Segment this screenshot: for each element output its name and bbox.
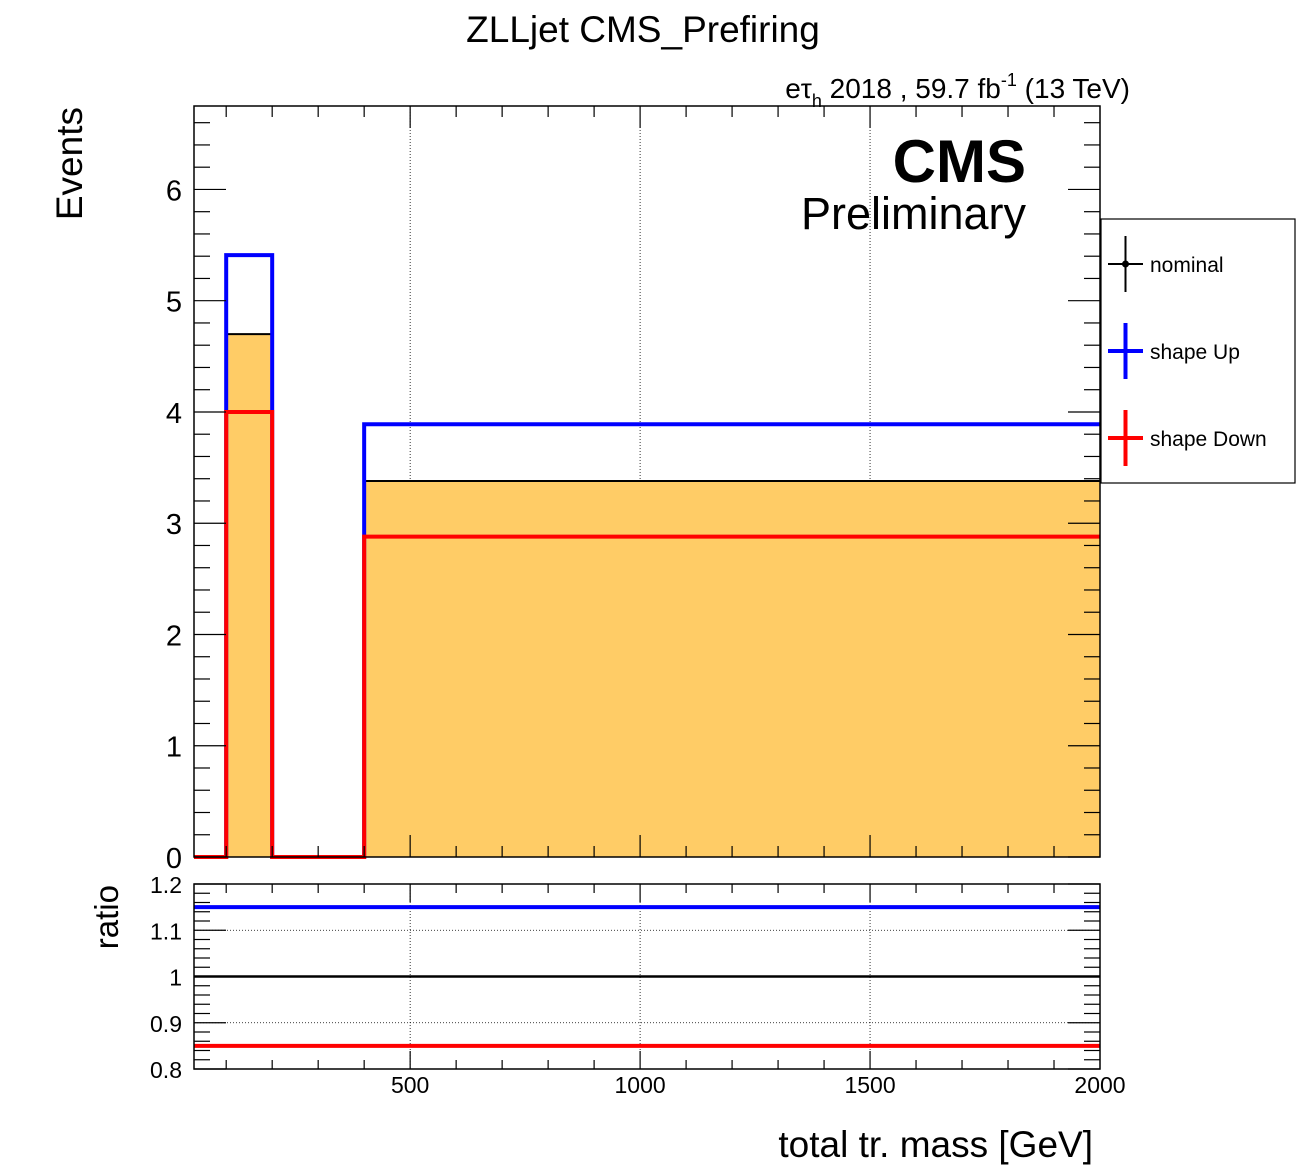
- ratio-ticks: [194, 883, 1100, 1070]
- lumi-sub: h: [812, 91, 822, 111]
- ratio-y-tick-label: 0.8: [150, 1057, 182, 1083]
- legend-entry-nominal: nominal: [1108, 236, 1224, 292]
- lumi-rest: 2018 , 59.7 fb: [822, 73, 1001, 104]
- y-tick-label: 5: [166, 287, 182, 319]
- ratio-y-tick-label: 1.1: [150, 918, 182, 944]
- y-tick-label: 6: [166, 175, 182, 207]
- chart-title: ZLLjet CMS_Prefiring: [466, 9, 820, 50]
- ratio-panel: 0.8 0.9 1 1.1 1.2 500 1000 1500 2000: [150, 872, 1126, 1098]
- x-tick-label: 2000: [1074, 1072, 1125, 1098]
- nominal-fill: [226, 334, 1100, 857]
- lumi-sup: -1: [1001, 70, 1017, 90]
- y-tick-label: 2: [166, 620, 182, 652]
- series-shape-down: [194, 409, 1100, 859]
- lumi-label: eτh 2018 , 59.7 fb-1 (13 TeV): [785, 70, 1130, 111]
- legend-label-nominal: nominal: [1150, 254, 1224, 277]
- ratio-grid: [194, 884, 1100, 1069]
- x-axis-label: total tr. mass [GeV]: [778, 1124, 1093, 1165]
- upper-panel: 0 1 2 3 4 5 6: [166, 105, 1101, 875]
- upper-y-tick-labels: 0 1 2 3 4 5 6: [166, 175, 182, 875]
- y-tick-label: 4: [166, 398, 182, 430]
- nominal-bin-fill: [364, 480, 1100, 857]
- legend-entry-shape-up: shape Up: [1108, 323, 1240, 379]
- upper-series: [194, 253, 1100, 859]
- y-axis-label: Events: [49, 107, 90, 220]
- lumi-prefix: e: [785, 73, 801, 104]
- y-tick-label: 0: [166, 843, 182, 875]
- ratio-y-tick-label: 1.2: [150, 872, 182, 898]
- x-tick-labels: 500 1000 1500 2000: [391, 1072, 1126, 1098]
- x-tick-label: 1500: [844, 1072, 895, 1098]
- lumi-energy: (13 TeV): [1017, 73, 1130, 104]
- ratio-y-tick-label: 1: [169, 965, 182, 991]
- upper-frame: [193, 105, 1101, 858]
- ratio-y-tick-labels: 0.8 0.9 1 1.1 1.2: [150, 872, 182, 1083]
- lumi-tau: τ: [801, 73, 812, 104]
- legend: nominal shape Up shape Down: [1100, 218, 1296, 484]
- y-tick-label: 1: [166, 732, 182, 764]
- ratio-y-tick-label: 0.9: [150, 1011, 182, 1037]
- nominal-bin-fill: [226, 334, 273, 857]
- upper-ticks: [194, 106, 1100, 858]
- preliminary-label: Preliminary: [801, 188, 1027, 239]
- ratio-series: [194, 905, 1100, 1048]
- x-tick-label: 500: [391, 1072, 429, 1098]
- legend-label-shape-up: shape Up: [1150, 341, 1240, 364]
- y-tick-label: 3: [166, 509, 182, 541]
- legend-label-shape-down: shape Down: [1150, 428, 1267, 451]
- x-tick-label: 1000: [615, 1072, 666, 1098]
- ratio-axis-label: ratio: [88, 885, 125, 949]
- cms-label: CMS: [893, 128, 1026, 195]
- legend-entry-shape-down: shape Down: [1108, 410, 1267, 466]
